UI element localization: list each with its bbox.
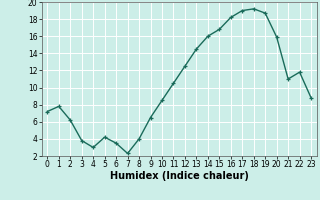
X-axis label: Humidex (Indice chaleur): Humidex (Indice chaleur) [110,171,249,181]
